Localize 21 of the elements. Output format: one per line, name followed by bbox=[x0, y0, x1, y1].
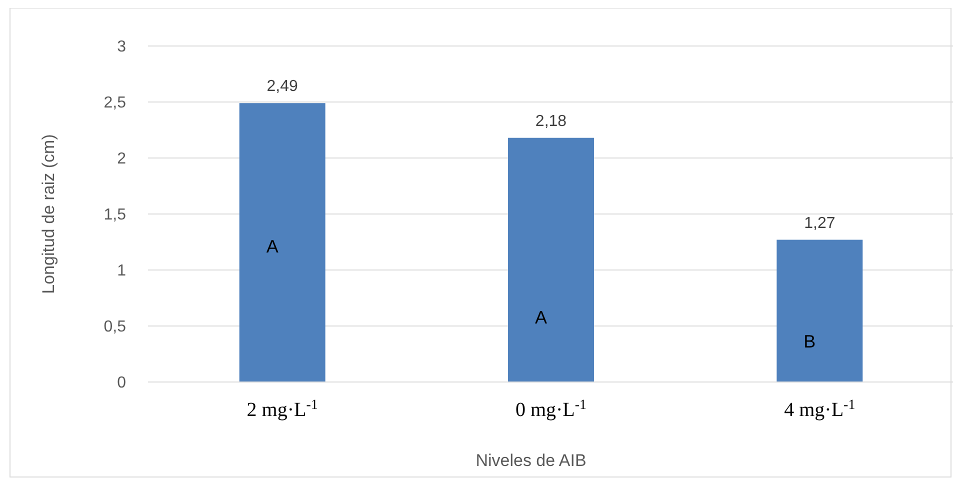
data-label: 1,27 bbox=[804, 214, 836, 232]
y-tick-label: 0,5 bbox=[104, 318, 126, 336]
bar bbox=[776, 240, 863, 382]
annotation: A bbox=[266, 236, 278, 256]
bar bbox=[239, 103, 326, 382]
y-tick-label: 2 bbox=[117, 150, 126, 168]
y-tick-label: 1,5 bbox=[104, 206, 126, 224]
x-axis-title: Niveles de AIB bbox=[476, 451, 586, 470]
y-axis-title: Longitud de raiz (cm) bbox=[38, 134, 58, 294]
y-tick-label: 3 bbox=[117, 38, 126, 56]
bar bbox=[508, 138, 594, 382]
y-tick-label: 1 bbox=[117, 262, 126, 280]
y-tick-label: 0 bbox=[117, 374, 126, 392]
annotation: A bbox=[534, 307, 548, 328]
y-tick-label: 2,5 bbox=[104, 94, 126, 112]
annotation: B bbox=[804, 331, 816, 352]
data-label: 2,49 bbox=[266, 78, 298, 96]
x-tick-label: 2 mg·L$^{-1}$ bbox=[246, 398, 318, 421]
x-tick-label: 0 mg·L$^{-1}$ bbox=[515, 398, 587, 421]
x-tick-label: 4 mg·L$^{-1}$ bbox=[784, 398, 856, 421]
data-label: 2,18 bbox=[535, 112, 567, 130]
